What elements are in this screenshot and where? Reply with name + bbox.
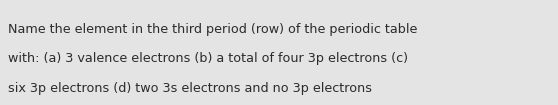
Text: Name the element in the third period (row) of the periodic table: Name the element in the third period (ro…: [8, 23, 418, 36]
Text: with: (a) 3 valence electrons (b) a total of four 3p electrons (c): with: (a) 3 valence electrons (b) a tota…: [8, 52, 408, 65]
Text: six 3p electrons (d) two 3s electrons and no 3p electrons: six 3p electrons (d) two 3s electrons an…: [8, 82, 372, 95]
